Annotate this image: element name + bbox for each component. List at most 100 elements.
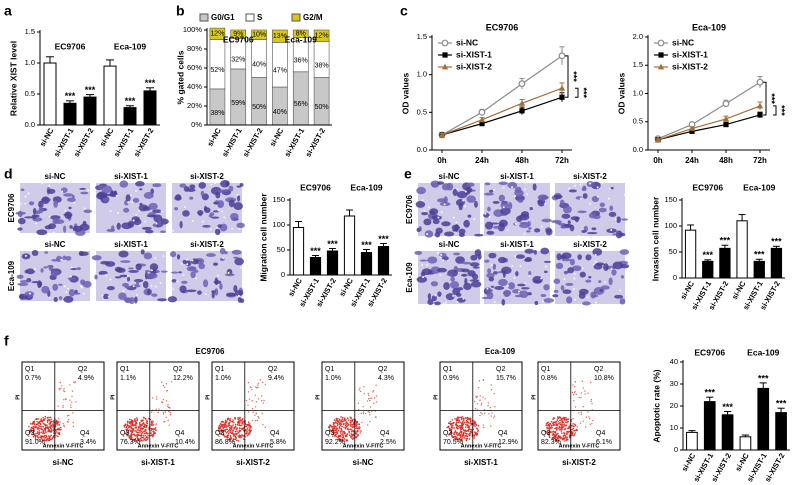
pore xyxy=(519,265,522,268)
pore xyxy=(623,193,626,196)
event xyxy=(229,426,231,429)
event xyxy=(344,427,347,430)
cell xyxy=(501,298,506,306)
event xyxy=(451,425,453,427)
cell xyxy=(507,201,513,210)
pore xyxy=(514,222,517,225)
cell xyxy=(193,269,199,273)
event xyxy=(468,438,471,440)
event xyxy=(469,434,471,437)
event xyxy=(34,418,37,420)
quadrant-value: 10.4% xyxy=(175,439,195,446)
y-tick-label: 1.0 xyxy=(633,88,643,97)
event xyxy=(548,426,550,428)
cell xyxy=(53,200,58,208)
cell xyxy=(517,199,524,203)
event xyxy=(242,429,245,432)
y-axis-label: OD values xyxy=(400,72,410,114)
event xyxy=(232,424,234,426)
significance: *** xyxy=(767,93,777,104)
event xyxy=(147,434,149,437)
event xyxy=(136,434,138,437)
event xyxy=(350,435,353,437)
pore xyxy=(172,288,175,291)
event xyxy=(455,418,458,420)
event xyxy=(376,395,378,397)
event xyxy=(40,437,43,440)
pore xyxy=(239,266,242,269)
cell xyxy=(174,207,179,211)
bar xyxy=(43,62,57,126)
event xyxy=(247,424,250,426)
y-tick-label: 0.5 xyxy=(25,89,35,98)
event xyxy=(453,435,456,438)
event xyxy=(551,437,554,439)
significance: *** xyxy=(777,105,787,116)
event xyxy=(245,432,247,435)
event xyxy=(333,431,335,434)
event xyxy=(352,429,354,432)
quadrant-name: Q1 xyxy=(25,366,34,373)
event xyxy=(135,431,138,433)
event xyxy=(232,430,235,432)
cell xyxy=(67,197,76,203)
event xyxy=(461,420,464,423)
event xyxy=(458,437,460,440)
cell xyxy=(228,185,234,192)
event xyxy=(155,429,157,432)
panel-letter: b xyxy=(176,3,185,19)
event xyxy=(565,416,567,419)
cell xyxy=(176,254,181,260)
cell xyxy=(431,215,441,220)
event xyxy=(238,434,241,436)
event xyxy=(341,425,343,428)
event xyxy=(260,399,263,402)
event xyxy=(152,427,155,430)
event xyxy=(130,419,133,421)
cell xyxy=(616,216,621,224)
cell xyxy=(555,221,561,225)
event xyxy=(479,399,481,401)
event xyxy=(247,421,250,424)
event xyxy=(46,426,49,428)
group-label: EC9706 xyxy=(55,41,86,51)
event xyxy=(474,421,477,424)
image-label: si-XIST-2 xyxy=(190,240,224,249)
cell xyxy=(123,207,130,213)
cell xyxy=(119,180,129,188)
event xyxy=(247,433,250,436)
x-tick-label: 48h xyxy=(515,156,529,165)
micrograph xyxy=(16,249,92,303)
quadrant-name: Q1 xyxy=(120,366,129,373)
event xyxy=(220,421,223,423)
pore xyxy=(159,281,162,284)
event xyxy=(342,430,345,433)
event xyxy=(490,389,493,391)
y-tick-label: 0 xyxy=(674,445,678,454)
pore xyxy=(421,264,424,267)
event xyxy=(254,414,256,416)
event xyxy=(343,426,345,428)
cell xyxy=(441,183,450,191)
event xyxy=(556,429,558,431)
pore xyxy=(104,274,107,277)
event xyxy=(578,396,580,399)
cell xyxy=(567,220,571,225)
quadrant-name: Q3 xyxy=(120,430,129,437)
marker xyxy=(756,78,764,86)
cell xyxy=(217,189,228,193)
x-tick-label: si-NC xyxy=(733,451,751,473)
event xyxy=(46,416,49,419)
quadrant-value: 15.7% xyxy=(496,375,516,382)
cell xyxy=(197,209,204,216)
event xyxy=(228,424,231,427)
cell xyxy=(565,282,574,286)
cell xyxy=(486,273,495,279)
pore xyxy=(589,182,592,185)
bar-segment xyxy=(313,77,330,126)
event xyxy=(546,427,549,430)
group-label: Eca-109 xyxy=(285,34,317,44)
cell xyxy=(146,272,158,279)
event xyxy=(154,428,156,430)
event xyxy=(346,417,349,420)
